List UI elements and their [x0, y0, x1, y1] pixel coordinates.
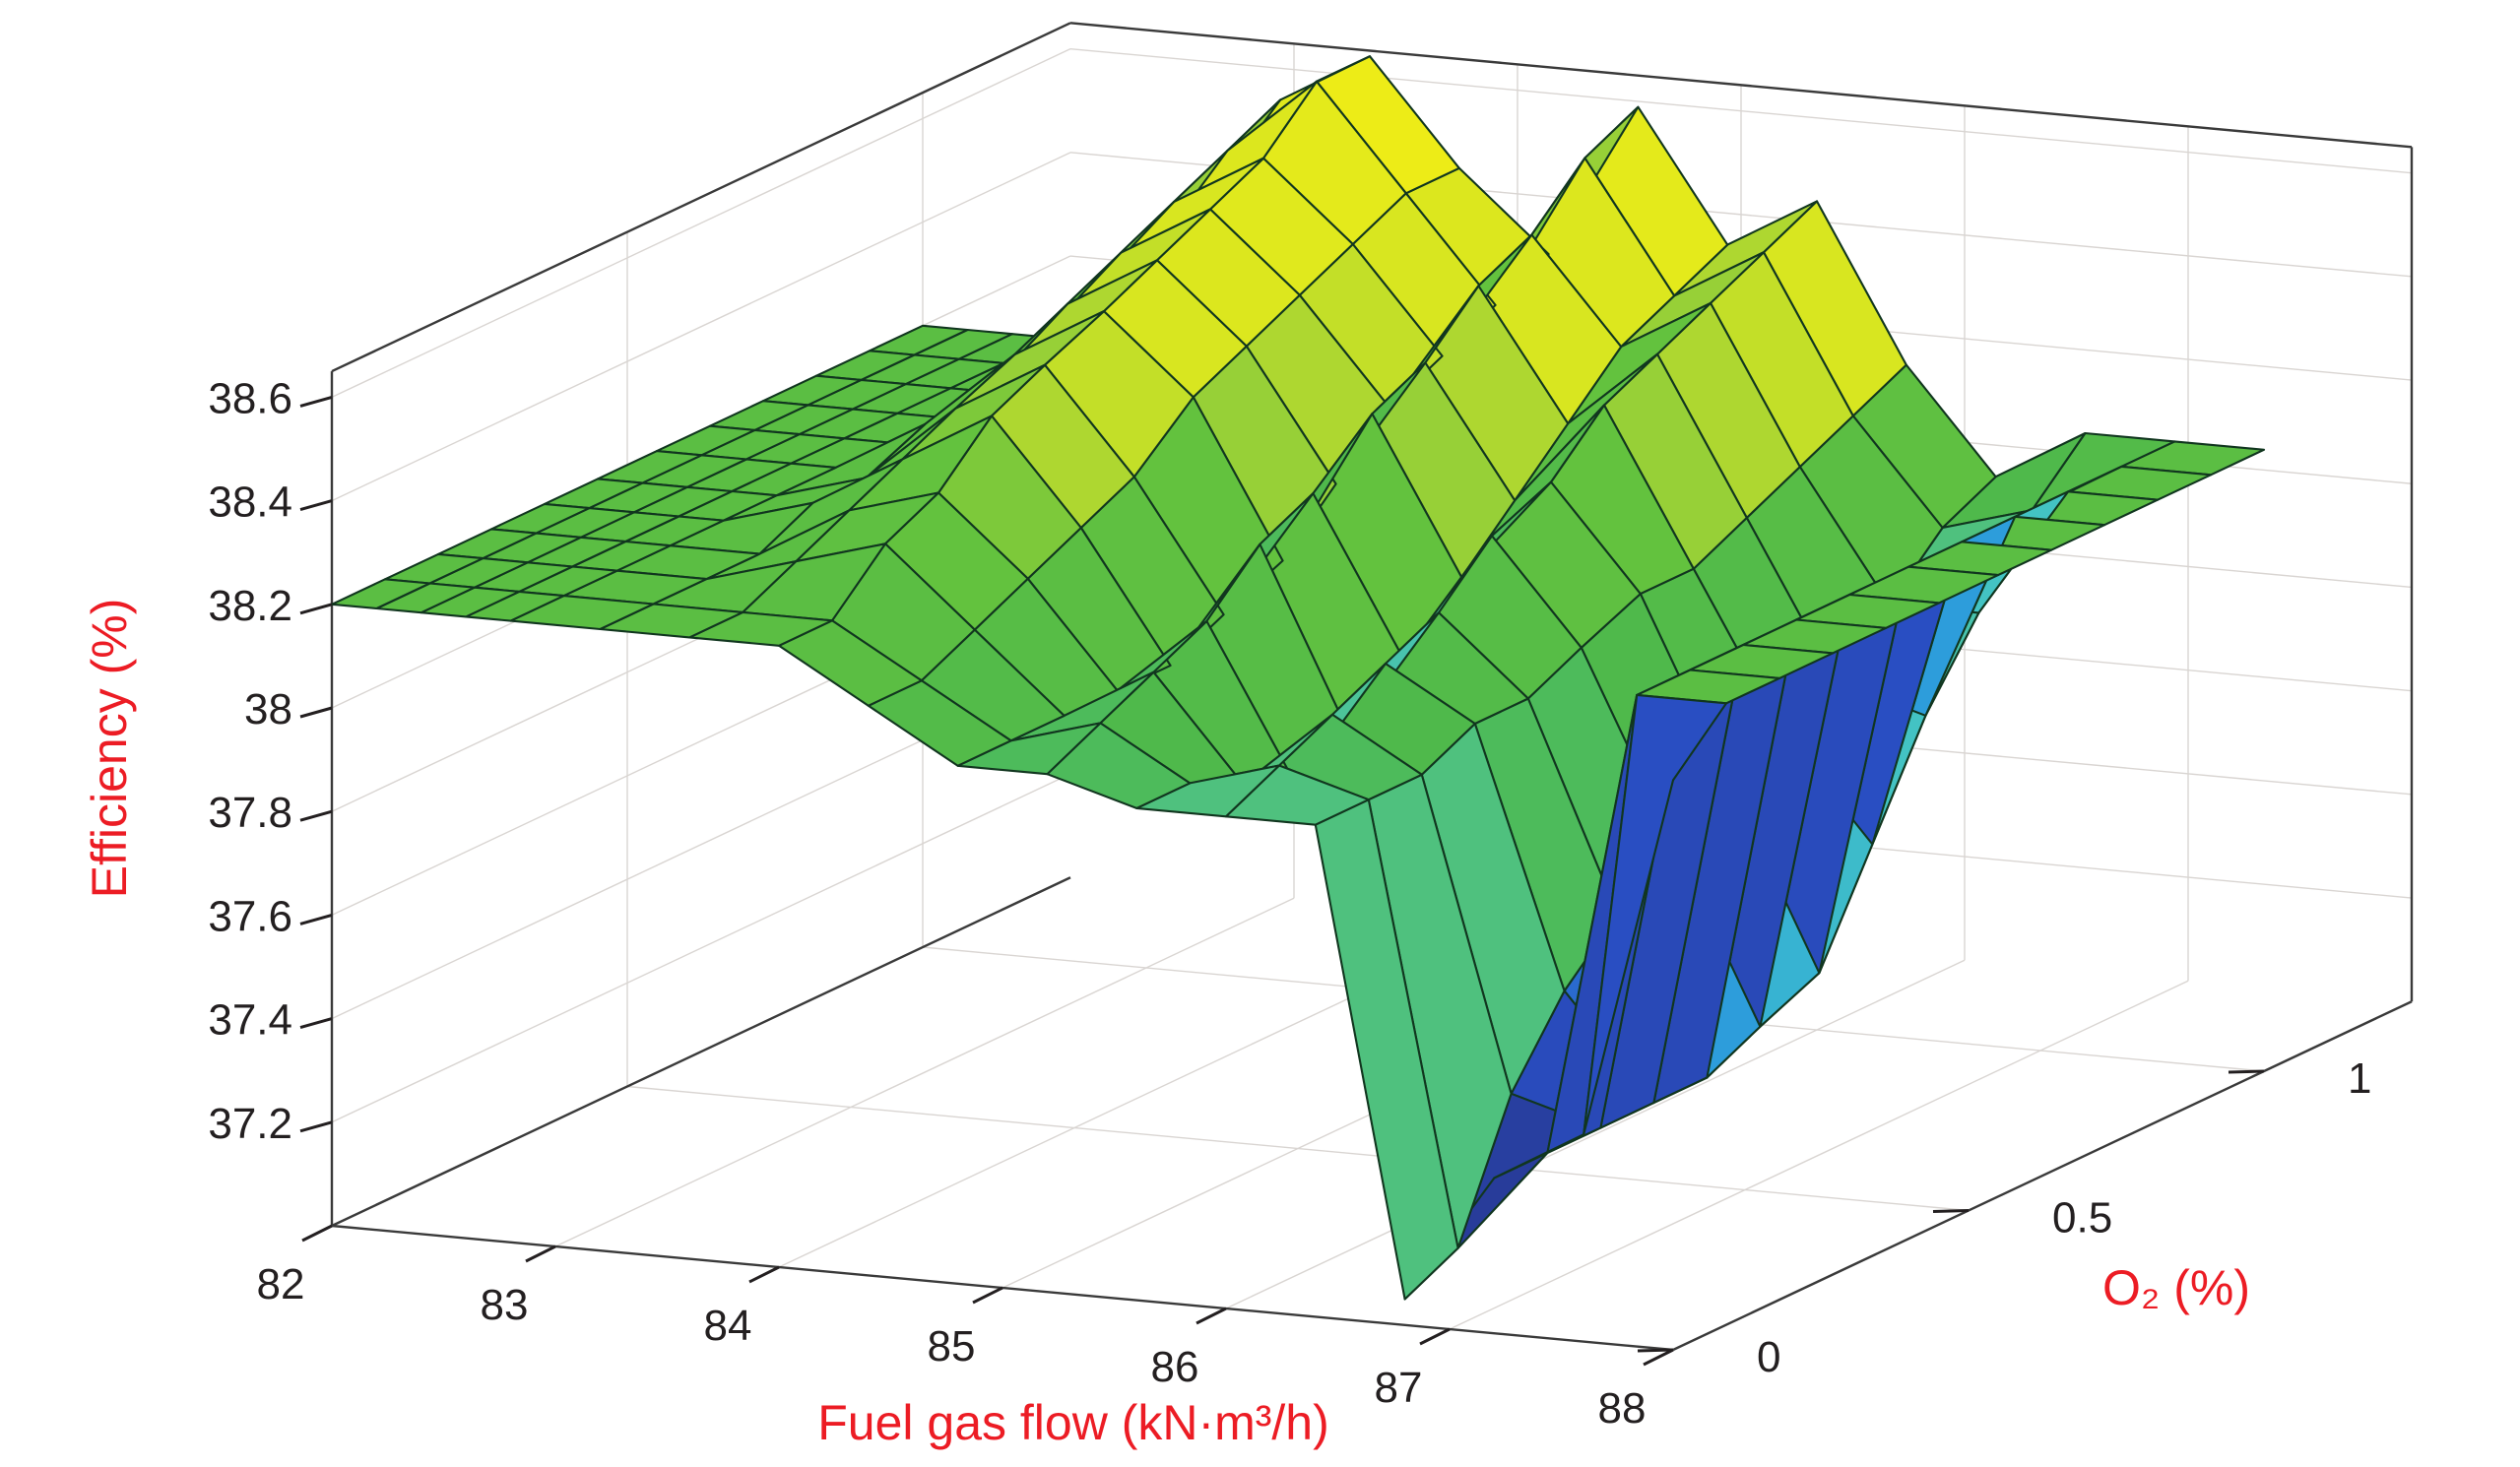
x-axis-title: Fuel gas flow (kN·m³/h): [817, 1395, 1329, 1450]
y-axis-title: O₂ (%): [2102, 1260, 2250, 1315]
svg-text:83: 83: [481, 1281, 529, 1329]
axis-tick-labels: 37.2 37.4 37.6 37.8 38 38.2 38.4 38.6 82 83 84 85 86…: [208, 374, 2371, 1433]
svg-text:37.4: 37.4: [208, 996, 292, 1045]
svg-text:87: 87: [1375, 1364, 1423, 1412]
svg-text:37.6: 37.6: [208, 892, 292, 940]
svg-text:86: 86: [1151, 1343, 1199, 1391]
surface-mesh: [330, 55, 2266, 1301]
svg-text:38.2: 38.2: [208, 582, 292, 630]
svg-text:38.4: 38.4: [208, 478, 292, 527]
svg-text:88: 88: [1598, 1384, 1647, 1433]
svg-text:37.8: 37.8: [208, 789, 292, 837]
z-axis-title: Efficiency (%): [82, 599, 137, 899]
svg-text:38: 38: [244, 685, 292, 734]
svg-text:84: 84: [704, 1302, 752, 1350]
svg-text:38.6: 38.6: [208, 374, 292, 422]
svg-text:37.2: 37.2: [208, 1100, 292, 1148]
svg-text:0: 0: [1757, 1333, 1780, 1381]
axis-tick-marks: [299, 395, 2265, 1367]
svg-text:0.5: 0.5: [2052, 1194, 2112, 1243]
svg-text:85: 85: [928, 1322, 976, 1371]
svg-text:1: 1: [2348, 1054, 2371, 1103]
svg-text:82: 82: [257, 1260, 305, 1308]
